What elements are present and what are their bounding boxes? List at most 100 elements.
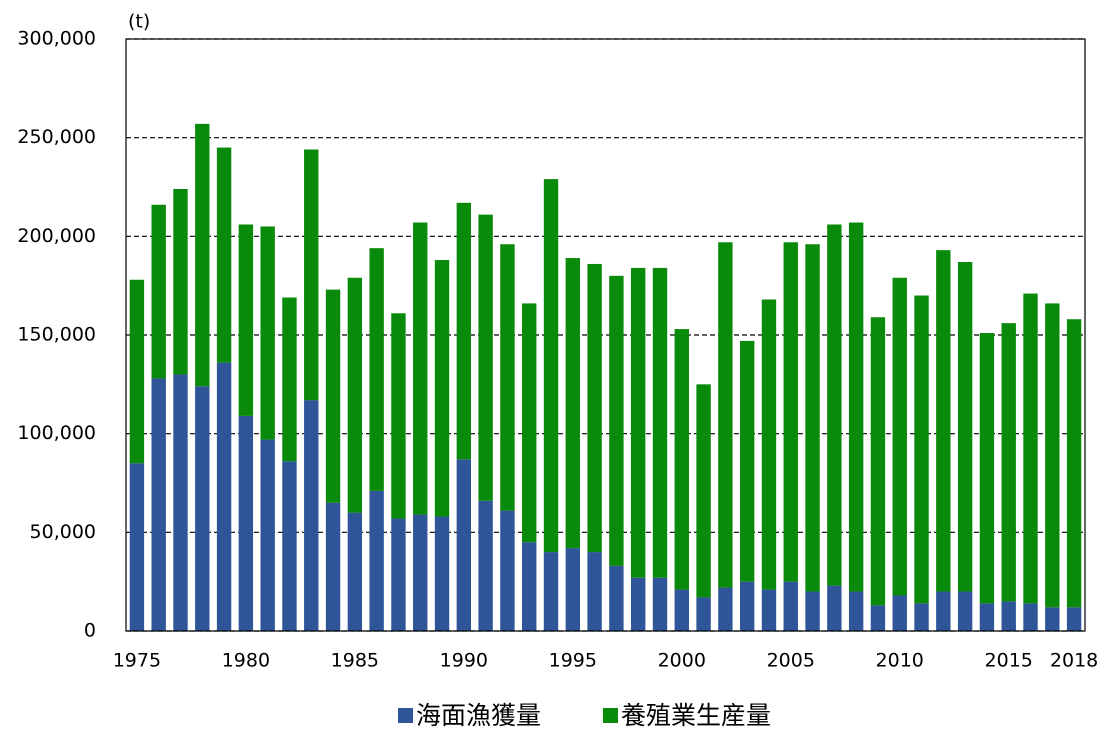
- bar-segment: [238, 224, 254, 416]
- x-tick-label: 2010: [876, 650, 924, 672]
- bar-segment: [696, 597, 711, 631]
- bar-segment: [522, 303, 537, 543]
- bar-segment: [587, 552, 602, 631]
- bar-segment: [979, 603, 995, 631]
- bar-segment: [260, 439, 275, 631]
- y-tick-label: 50,000: [30, 521, 96, 543]
- bar-segment: [260, 226, 275, 440]
- bar-segment: [369, 248, 384, 491]
- bar-segment: [827, 585, 842, 631]
- bar-segment: [718, 242, 733, 588]
- bar-segment: [805, 591, 820, 631]
- bar-segment: [892, 595, 907, 631]
- bar-segment: [347, 277, 363, 513]
- bar-segment: [434, 260, 450, 517]
- bar-segment: [434, 516, 450, 631]
- bar-segment: [195, 386, 210, 631]
- bar-segment: [543, 552, 559, 631]
- y-tick-label: 200,000: [17, 225, 96, 247]
- bar-segment: [391, 313, 406, 519]
- bar-segment: [1023, 603, 1038, 631]
- bar-segment: [827, 224, 842, 586]
- bar-segment: [543, 179, 559, 553]
- bar-segment: [522, 542, 537, 631]
- bar-segment: [369, 490, 384, 631]
- x-tick-label: 2015: [985, 650, 1033, 672]
- bar-segment: [761, 299, 777, 590]
- y-tick-label: 150,000: [17, 324, 96, 346]
- bar-segment: [848, 591, 864, 631]
- bar-segment: [238, 415, 254, 631]
- bar-segment: [652, 267, 668, 578]
- bar-segment: [957, 261, 973, 592]
- bar-segment: [739, 340, 755, 582]
- bar-segment: [674, 329, 689, 590]
- bar-segment: [173, 188, 188, 375]
- bar-segment: [500, 510, 515, 631]
- bar-segment: [456, 202, 472, 460]
- bar-segment: [783, 242, 798, 582]
- bar-segment: [282, 461, 297, 631]
- plot-frame: [125, 38, 1086, 632]
- legend-label: 海面漁獲量: [416, 701, 541, 729]
- bar-segment: [325, 502, 341, 631]
- bar-segment: [805, 244, 820, 592]
- y-tick-label: 100,000: [17, 422, 96, 444]
- y-tick-label: 300,000: [17, 28, 96, 50]
- bar-segment: [609, 565, 624, 631]
- bar-segment: [347, 512, 363, 631]
- bar-segment: [652, 577, 668, 631]
- bar-segment: [129, 463, 145, 631]
- bar-segment: [195, 123, 210, 387]
- bar-segment: [216, 362, 232, 631]
- bar-segment: [151, 204, 166, 379]
- bar-segment: [631, 267, 646, 578]
- bar-segment: [914, 295, 929, 604]
- bar-segment: [304, 400, 319, 631]
- y-axis-unit: (t): [128, 11, 150, 33]
- legend-swatch: [603, 708, 618, 723]
- bar-segment: [761, 589, 777, 631]
- y-tick-label: 250,000: [17, 126, 96, 148]
- bar-segment: [979, 333, 995, 604]
- y-tick-label: 0: [84, 620, 96, 642]
- bar-segment: [1045, 607, 1060, 631]
- bar-segment: [914, 603, 929, 631]
- legend-swatch: [398, 708, 413, 723]
- bar-segment: [1001, 323, 1016, 602]
- bar-segment: [1023, 293, 1038, 604]
- bar-segment: [129, 279, 145, 464]
- bar-segment: [936, 250, 951, 592]
- x-tick-label: 1990: [440, 650, 488, 672]
- bar-segment: [870, 605, 886, 631]
- bar-segment: [587, 263, 602, 553]
- legend-label: 養殖業生産量: [621, 701, 771, 729]
- x-tick-label: 1980: [222, 650, 270, 672]
- bar-segment: [631, 577, 646, 631]
- x-tick-label: 2000: [658, 650, 706, 672]
- x-tick-label: 1975: [113, 650, 161, 672]
- bar-segment: [173, 374, 188, 631]
- bar-segment: [1066, 319, 1082, 608]
- bar-segment: [565, 258, 580, 549]
- x-tick-label: 1985: [331, 650, 379, 672]
- bar-segment: [696, 384, 711, 598]
- bar-segment: [1001, 601, 1016, 631]
- bar-segment: [500, 244, 515, 511]
- bar-segment: [413, 514, 428, 631]
- bar-segment: [565, 548, 580, 631]
- bar-segment: [936, 591, 951, 631]
- bar-segment: [739, 581, 755, 631]
- bar-segment: [478, 500, 493, 631]
- bar-segment: [1045, 303, 1060, 608]
- bar-segment: [413, 222, 428, 515]
- bar-segment: [609, 275, 624, 566]
- bar-segment: [848, 222, 864, 592]
- bar-segment: [151, 378, 166, 631]
- bar-segment: [870, 317, 886, 606]
- bar-segment: [1066, 607, 1082, 631]
- bar-segment: [304, 149, 319, 401]
- bar-segment: [718, 587, 733, 631]
- bar-segment: [456, 459, 472, 631]
